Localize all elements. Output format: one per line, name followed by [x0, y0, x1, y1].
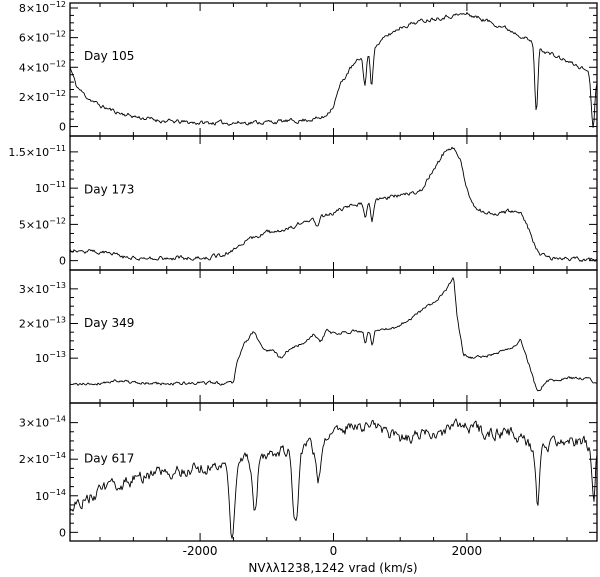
panel-frame — [69, 269, 598, 404]
y-tick-label: 10−11 — [35, 180, 66, 195]
panel-label: Day 105 — [84, 49, 134, 63]
y-tick-label: 10−13 — [35, 350, 66, 365]
x-axis-title: NVλλ1238,1242 vrad (km/s) — [248, 561, 417, 575]
y-tick-label: 2×10−14 — [19, 451, 66, 466]
x-tick-label: -2000 — [183, 544, 218, 558]
panel-3: 10−13 2×10−13 3×10−13 Day 349 — [19, 269, 598, 404]
spectrum-trace — [69, 12, 598, 128]
y-tick-label: 10−14 — [35, 488, 66, 503]
panel-frame — [69, 2, 598, 137]
y-tick-label: 1.5×10−11 — [8, 144, 66, 159]
y-tick-label: 2×10−13 — [19, 316, 66, 331]
panel-4: 0 10−14 2×10−14 3×10−14 Day 617 -2000 0 2000 — [19, 402, 598, 558]
y-tick-label: 3×10−13 — [19, 281, 66, 296]
y-tick-label: 6×10−12 — [19, 30, 66, 45]
spectrum-trace — [69, 277, 598, 392]
y-tick-label: 5×10−12 — [19, 216, 66, 231]
x-tick-label: 2000 — [452, 544, 483, 558]
panel-2: 0 5×10−12 10−11 1.5×10−11 Day 173 — [8, 135, 598, 271]
panels-layer: 0 2×10−12 4×10−12 6×10−12 8×10−12 Day 105 0 5×1… — [8, 0, 598, 558]
panel-frame — [69, 135, 598, 271]
y-tick-label: 3×10−14 — [19, 415, 66, 430]
panel-label: Day 173 — [84, 183, 134, 197]
y-tick-label: 0 — [59, 526, 66, 539]
panel-1: 0 2×10−12 4×10−12 6×10−12 8×10−12 Day 105 — [19, 0, 598, 137]
y-tick-label: 2×10−12 — [19, 89, 66, 104]
panel-label: Day 349 — [84, 316, 134, 330]
x-tick-label: 0 — [330, 544, 338, 558]
spectrum-trace — [69, 418, 598, 539]
y-tick-label: 4×10−12 — [19, 59, 66, 74]
panel-frame — [69, 402, 598, 542]
y-tick-label: 8×10−12 — [19, 0, 66, 15]
y-tick-label: 0 — [59, 255, 66, 268]
y-tick-label: 0 — [59, 121, 66, 134]
spectrum-trace — [69, 146, 598, 262]
panel-label: Day 617 — [84, 451, 134, 465]
